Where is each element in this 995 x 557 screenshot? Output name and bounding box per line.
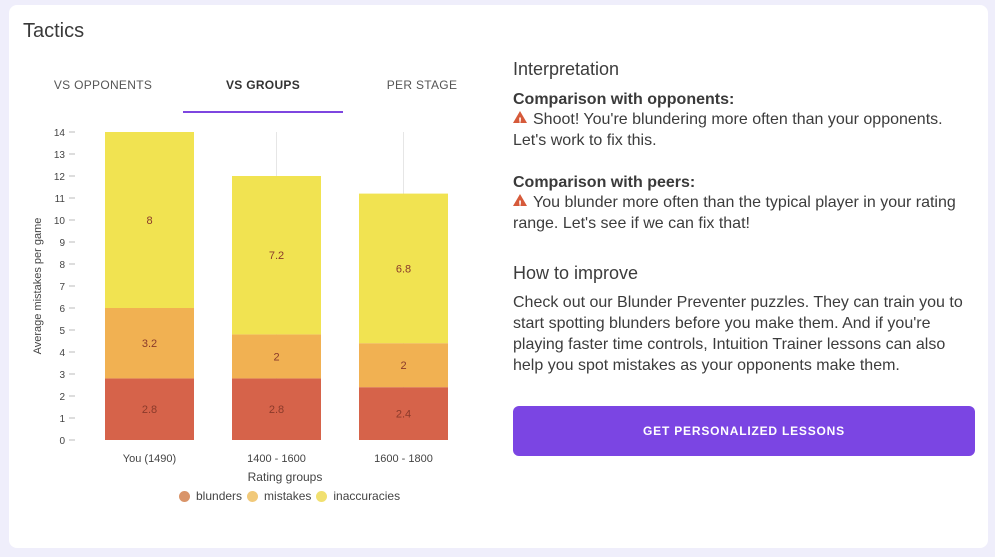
data-label-inaccuracies: 7.2 bbox=[269, 250, 284, 262]
y-tick-label: 3 bbox=[59, 370, 65, 381]
y-tick-label: 8 bbox=[59, 260, 65, 271]
tab-per-stage[interactable]: PER STAGE bbox=[386, 78, 458, 92]
x-tick-label: 1400 - 1600 bbox=[247, 453, 306, 465]
bar-inaccuracies bbox=[359, 193, 448, 344]
tab-vs-opponents[interactable]: VS OPPONENTS bbox=[53, 78, 153, 92]
x-tick-label: You (1490) bbox=[123, 453, 176, 465]
x-tick-label: 1600 - 1800 bbox=[374, 453, 433, 465]
how-to-improve-heading: How to improve bbox=[513, 263, 639, 283]
x-axis-label: Rating groups bbox=[248, 470, 323, 484]
how-to-improve-text: Check out our Blunder Preventer puzzles.… bbox=[513, 294, 963, 374]
data-label-inaccuracies: 8 bbox=[146, 215, 152, 227]
data-label-mistakes: 2 bbox=[273, 351, 279, 363]
y-tick-label: 1 bbox=[59, 414, 65, 425]
legend-item-mistakes[interactable]: mistakes bbox=[247, 489, 311, 503]
bar-mistakes bbox=[232, 334, 321, 379]
peers-comparison-body: You blunder more often than the typical … bbox=[513, 194, 956, 232]
warning-triangle-icon bbox=[513, 194, 527, 216]
legend-label-blunders: blunders bbox=[196, 489, 243, 503]
y-tick-label: 12 bbox=[54, 172, 66, 183]
bar-blunders bbox=[359, 387, 448, 440]
bar-blunders bbox=[232, 378, 321, 440]
chart-legend: blunders mistakes inaccuracies bbox=[179, 489, 405, 503]
bar-inaccuracies bbox=[105, 132, 194, 308]
bar-blunders bbox=[105, 378, 194, 440]
y-axis-label: Average mistakes per game bbox=[32, 218, 44, 355]
data-label-inaccuracies: 6.8 bbox=[396, 263, 411, 275]
legend-label-inaccuracies: inaccuracies bbox=[333, 489, 401, 503]
bar-mistakes bbox=[105, 308, 194, 379]
bar-mistakes bbox=[359, 343, 448, 388]
y-tick-label: 2 bbox=[59, 392, 65, 403]
y-tick-label: 14 bbox=[54, 128, 66, 139]
opponents-comparison-text: Shoot! You're blundering more often than… bbox=[513, 109, 978, 151]
data-label-mistakes: 2 bbox=[400, 360, 406, 372]
tab-vs-groups[interactable]: VS GROUPS bbox=[183, 75, 343, 113]
card-title: Tactics bbox=[23, 20, 85, 42]
y-tick-label: 13 bbox=[54, 150, 66, 161]
data-label-blunders: 2.8 bbox=[142, 404, 157, 416]
opponents-comparison-body: Shoot! You're blundering more often than… bbox=[513, 111, 943, 149]
peers-comparison-title: Comparison with peers: bbox=[513, 174, 696, 191]
bar-inaccuracies bbox=[232, 176, 321, 335]
y-tick-label: 11 bbox=[55, 194, 66, 205]
warning-triangle-icon bbox=[513, 111, 527, 133]
get-personalized-lessons-button[interactable]: GET PERSONALIZED LESSONS bbox=[513, 406, 975, 456]
y-tick-label: 10 bbox=[54, 216, 66, 227]
y-tick-label: 4 bbox=[59, 348, 65, 359]
legend-label-mistakes: mistakes bbox=[264, 489, 312, 503]
y-tick-label: 9 bbox=[59, 238, 65, 249]
y-tick-label: 7 bbox=[59, 282, 65, 293]
data-label-mistakes: 3.2 bbox=[142, 338, 157, 350]
legend-swatch-inaccuracies bbox=[316, 490, 328, 502]
data-label-blunders: 2.8 bbox=[269, 404, 284, 416]
y-tick-label: 0 bbox=[59, 436, 65, 447]
y-tick-label: 5 bbox=[59, 326, 65, 337]
opponents-comparison-title: Comparison with opponents: bbox=[513, 91, 735, 108]
legend-swatch-mistakes bbox=[247, 490, 259, 502]
legend-swatch-blunders bbox=[179, 490, 190, 502]
peers-comparison-text: You blunder more often than the typical … bbox=[513, 192, 978, 234]
interpretation-heading: Interpretation bbox=[513, 59, 620, 79]
tactics-card: Tactics VS OPPONENTS VS GROUPS PER STAGE… bbox=[9, 5, 988, 548]
data-label-blunders: 2.4 bbox=[396, 409, 411, 421]
legend-item-inaccuracies[interactable]: inaccuracies bbox=[316, 489, 400, 503]
legend-item-blunders[interactable]: blunders bbox=[179, 489, 242, 503]
y-tick-label: 6 bbox=[59, 304, 65, 315]
